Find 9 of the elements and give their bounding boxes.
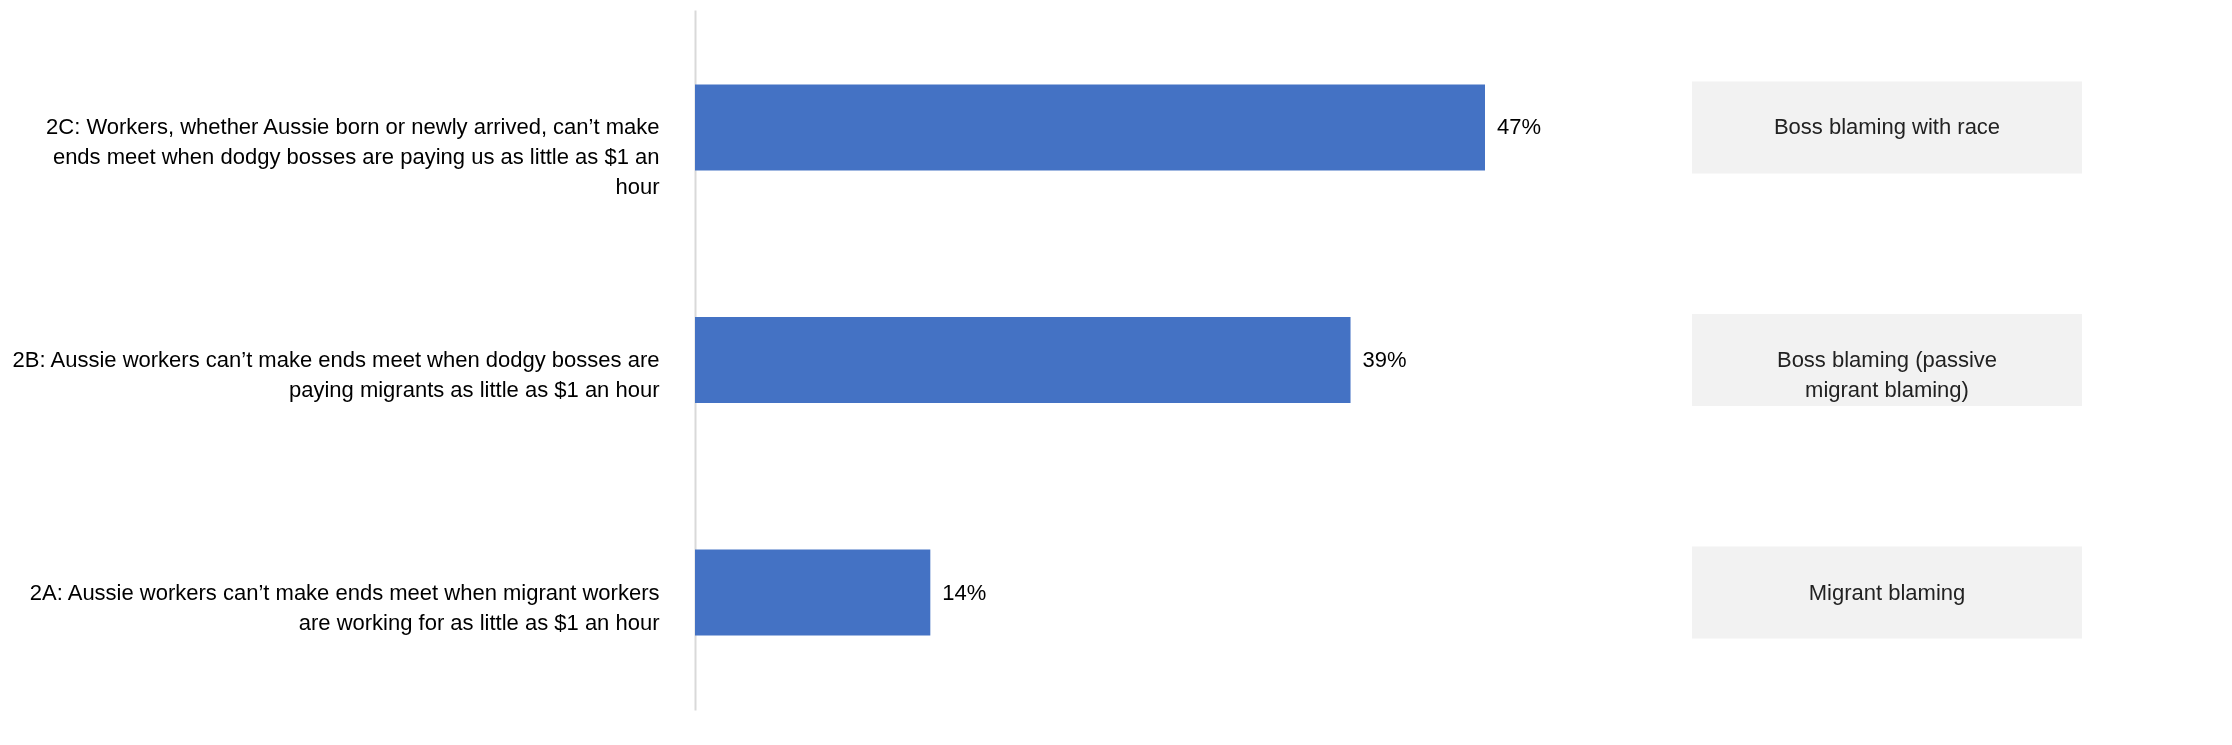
y-tick-label: 2A: Aussie workers can’t make ends meet when migrant workers are working for as little as $1 an hour [29,579,660,635]
text: Boss blaming (passive migrant blaming) [1776,347,1998,402]
text: Migrant blaming [1808,579,1966,605]
y-tick-label: 2C: Workers, whether Aussie born or newly arrived, can’t make ends meet when dodgy bosses are paying us as little as $1 an hour [46,114,660,200]
text: Boss blaming with race [1773,114,2001,140]
data-label: 39% [1362,347,1407,372]
data-label: 47% [1497,114,1542,140]
data-label: 14% [942,579,987,605]
y-tick-label: 2B: Aussie workers can’t make ends meet when dodgy bosses are paying migrants as little as $1 an hour [12,347,660,402]
